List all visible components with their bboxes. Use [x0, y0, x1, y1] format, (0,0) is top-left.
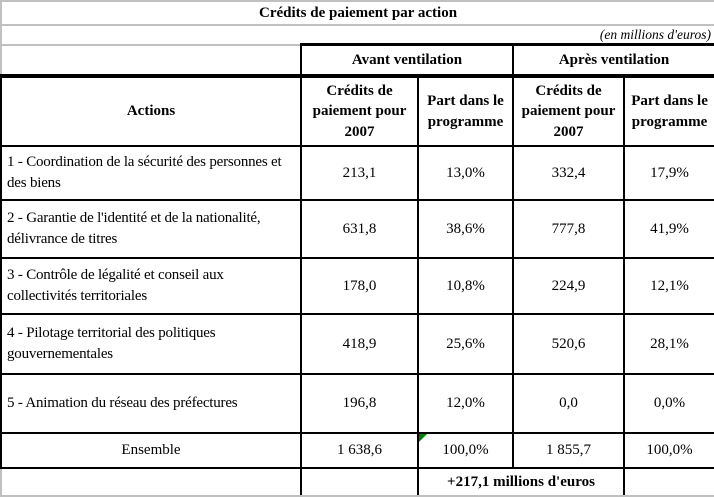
action-label: 4 - Pilotage territorial des politiques … — [0, 313, 302, 375]
apres-part-value: 0,0% — [622, 373, 714, 434]
avant-credits-value: 418,9 — [300, 313, 419, 375]
action-label: 3 - Contrôle de légalité et conseil aux … — [0, 257, 302, 315]
avant-part-value: 10,8% — [417, 257, 514, 315]
spacer-cell — [0, 44, 301, 78]
action-label: 5 - Animation du réseau des préfectures — [0, 373, 302, 434]
table-row-total: Ensemble 1 638,6 100,0% 1 855,7 100,0% — [0, 432, 714, 469]
avant-part-value: 12,0% — [417, 373, 514, 434]
table-row-action-4: 4 - Pilotage territorial des politiques … — [0, 313, 714, 375]
unit-note: (en millions d'euros) — [0, 25, 714, 46]
col-header-credits-avant: Crédits de paiement pour 2007 — [300, 74, 419, 147]
footer-empty-cell — [624, 468, 714, 497]
group-header-row: Avant ventilation Après ventilation — [0, 43, 714, 78]
table-row-action-1: 1 - Coordination de la sécurité des pers… — [0, 145, 714, 201]
apres-part-value: 28,1% — [622, 313, 714, 375]
avant-part-value: 38,6% — [417, 199, 514, 259]
avant-part-value: 13,0% — [417, 145, 514, 201]
title-row: Crédits de paiement par action — [0, 0, 714, 26]
total-label: Ensemble — [0, 432, 302, 469]
action-label: 2 - Garantie de l'identité et de la nati… — [0, 199, 302, 259]
table-row-action-5: 5 - Animation du réseau des préfectures … — [0, 373, 714, 434]
unit-note-row: (en millions d'euros) — [0, 25, 714, 46]
footer-row: +217,1 millions d'euros — [0, 468, 714, 497]
table-row-action-3: 3 - Contrôle de légalité et conseil aux … — [0, 257, 714, 315]
total-apres-part-value: 100,0% — [622, 432, 714, 469]
col-header-actions: Actions — [0, 74, 302, 147]
group-header-avant-ventilation: Avant ventilation — [300, 43, 514, 78]
table-row-action-2: 2 - Garantie de l'identité et de la nati… — [0, 199, 714, 259]
page-title: Crédits de paiement par action — [0, 0, 714, 26]
total-avant-part-cell: 100,0% — [417, 432, 514, 469]
avant-part-value: 25,6% — [417, 313, 514, 375]
apres-credits-value: 777,8 — [512, 199, 625, 259]
col-header-part-apres: Part dans le programme — [622, 74, 714, 147]
group-header-apres-ventilation: Après ventilation — [511, 43, 714, 78]
col-header-part-avant: Part dans le programme — [417, 74, 514, 147]
apres-credits-value: 332,4 — [512, 145, 625, 201]
apres-credits-value: 224,9 — [512, 257, 625, 315]
avant-credits-value: 631,8 — [300, 199, 419, 259]
total-avant-credits-value: 1 638,6 — [300, 432, 419, 469]
avant-credits-value: 196,8 — [300, 373, 419, 434]
action-label: 1 - Coordination de la sécurité des pers… — [0, 145, 302, 201]
cell-comment-marker-icon — [420, 435, 427, 442]
total-apres-credits-value: 1 855,7 — [512, 432, 625, 469]
apres-part-value: 41,9% — [622, 199, 714, 259]
col-header-credits-apres: Crédits de paiement pour 2007 — [512, 74, 625, 147]
column-header-row: Actions Crédits de paiement pour 2007 Pa… — [0, 74, 714, 147]
total-avant-part-value: 100,0% — [442, 442, 489, 458]
footer-empty-cell — [0, 468, 302, 497]
difference-note: +217,1 millions d'euros — [418, 468, 625, 497]
avant-credits-value: 213,1 — [300, 145, 419, 201]
avant-credits-value: 178,0 — [300, 257, 419, 315]
apres-part-value: 12,1% — [622, 257, 714, 315]
apres-credits-value: 0,0 — [512, 373, 625, 434]
footer-empty-cell — [301, 468, 419, 497]
apres-part-value: 17,9% — [622, 145, 714, 201]
apres-credits-value: 520,6 — [512, 313, 625, 375]
